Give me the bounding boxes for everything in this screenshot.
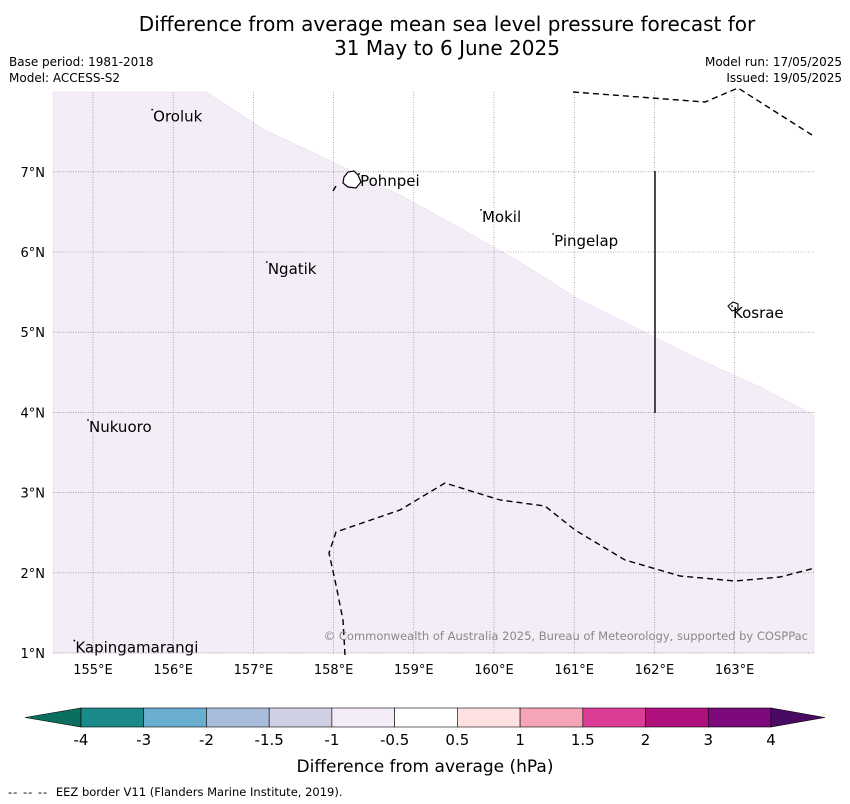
title-line-2: 31 May to 6 June 2025 [334, 36, 560, 60]
colorbar-tick-label: -3 [136, 731, 151, 749]
footer-note: -- -- -- EEZ border V11 (Flanders Marine… [8, 785, 343, 799]
latitude-tick-label: 4°N [21, 406, 46, 421]
eez-border-north [572, 87, 813, 136]
place-marker [73, 639, 76, 642]
longitude-tick-label: 160°E [474, 663, 514, 678]
colorbar-tick-label: 0.5 [445, 731, 469, 749]
meta-left: Base period: 1981-2018 Model: ACCESS-S2 [9, 54, 154, 86]
copyright-notice: © Commonwealth of Australia 2025, Bureau… [324, 629, 808, 643]
colorbar-tick-label: -1 [324, 731, 339, 749]
longitude-tick-label: 158°E [314, 663, 354, 678]
place-marker [151, 108, 154, 111]
colorbar-segment [645, 707, 709, 728]
model-run: Model run: 17/05/2025 [704, 55, 842, 69]
latitude-tick-label: 1°N [21, 647, 46, 662]
place-label: Pingelap [554, 232, 618, 250]
colorbar-tick-label: 4 [766, 731, 776, 749]
colorbar-low-extend [24, 707, 82, 728]
colorbar-segment [80, 707, 145, 728]
colorbar-segment [582, 707, 646, 728]
latitude-tick-label: 3°N [21, 487, 46, 502]
place-label: Nukuoro [89, 418, 152, 436]
meta-right: Model run: 17/05/2025 Issued: 19/05/2025 [705, 54, 842, 86]
eez-border-stub [332, 185, 337, 192]
forecast-map: 155°E 156°E 157°E 158°E 159°E 160°E 161°E 162°E… [21, 87, 826, 777]
colorbar-segment [707, 707, 772, 728]
place-label: Pohnpei [360, 172, 420, 190]
colorbar-tick-label: -1.5 [255, 731, 284, 749]
place-label: Mokil [482, 208, 521, 226]
place-marker [358, 172, 360, 175]
place-labels: Oroluk Pohnpei Mokil Pingelap Ngatik Kosrae Nu… [73, 108, 784, 657]
kosrae-island [727, 301, 739, 312]
colorbar-label: Difference from average (hPa) [297, 757, 554, 777]
place-label: Kosrae [733, 304, 784, 322]
colorbar-high-extend [770, 707, 826, 728]
longitude-tick-label: 155°E [73, 663, 113, 678]
place-label: Oroluk [153, 108, 202, 126]
place-marker [552, 233, 555, 235]
longitude-tick-label: 159°E [394, 663, 434, 678]
colorbar-segment [331, 707, 395, 728]
anomaly-shading [52, 91, 815, 654]
colorbar-segment [457, 707, 521, 728]
colorbar-tick-label: 1 [515, 731, 525, 749]
colorbar-tick-label: -2 [199, 731, 214, 749]
latitude-tick-label: 5°N [21, 326, 46, 341]
map-title: Difference from average mean sea level p… [0, 12, 850, 60]
place-marker [87, 419, 89, 421]
eez-borders [328, 87, 816, 656]
place-marker [731, 305, 733, 308]
gridlines [53, 92, 814, 654]
colorbar-segment [206, 707, 270, 728]
place-label: Ngatik [268, 260, 317, 278]
model-name: Model: ACCESS-S2 [9, 71, 121, 85]
colorbar-tick-label: 3 [703, 731, 713, 749]
colorbar: -4 -3 -2 -1.5 -1 -0.5 0.5 1 1.5 2 3 4 [24, 707, 826, 749]
latitude-tick-label: 7°N [21, 166, 46, 181]
latitude-tick-label: 6°N [21, 246, 46, 261]
colorbar-tick-label: -4 [74, 731, 89, 749]
colorbar-segment [143, 707, 207, 728]
eez-border-south [328, 482, 816, 656]
colorbar-tick-label: 2 [641, 731, 651, 749]
longitude-labels: 155°E 156°E 157°E 158°E 159°E 160°E 161°E 162°E… [73, 663, 754, 678]
title-line-1: Difference from average mean sea level p… [138, 12, 756, 36]
colorbar-tick-label: 1.5 [571, 731, 595, 749]
longitude-tick-label: 156°E [153, 663, 193, 678]
colorbar-segment [519, 707, 584, 728]
latitude-tick-label: 2°N [21, 567, 46, 582]
latitude-labels: 1°N 2°N 3°N 4°N 5°N 6°N 7°N [21, 166, 46, 662]
place-marker [480, 209, 482, 211]
longitude-tick-label: 162°E [635, 663, 675, 678]
base-period: Base period: 1981-2018 [9, 55, 154, 69]
colorbar-tick-label: -0.5 [380, 731, 409, 749]
longitude-tick-label: 157°E [234, 663, 274, 678]
place-marker [265, 261, 268, 263]
longitude-tick-label: 163°E [715, 663, 755, 678]
pohnpei-island [342, 170, 362, 189]
footer-text: EEZ border V11 (Flanders Marine Institut… [55, 785, 343, 799]
longitude-tick-label: 161°E [554, 663, 594, 678]
eez-dash-legend: -- -- -- [8, 785, 49, 799]
place-label: Kapingamarangi [75, 639, 198, 657]
colorbar-segment [268, 707, 333, 728]
issued-date: Issued: 19/05/2025 [726, 71, 842, 85]
colorbar-segment [394, 707, 458, 728]
